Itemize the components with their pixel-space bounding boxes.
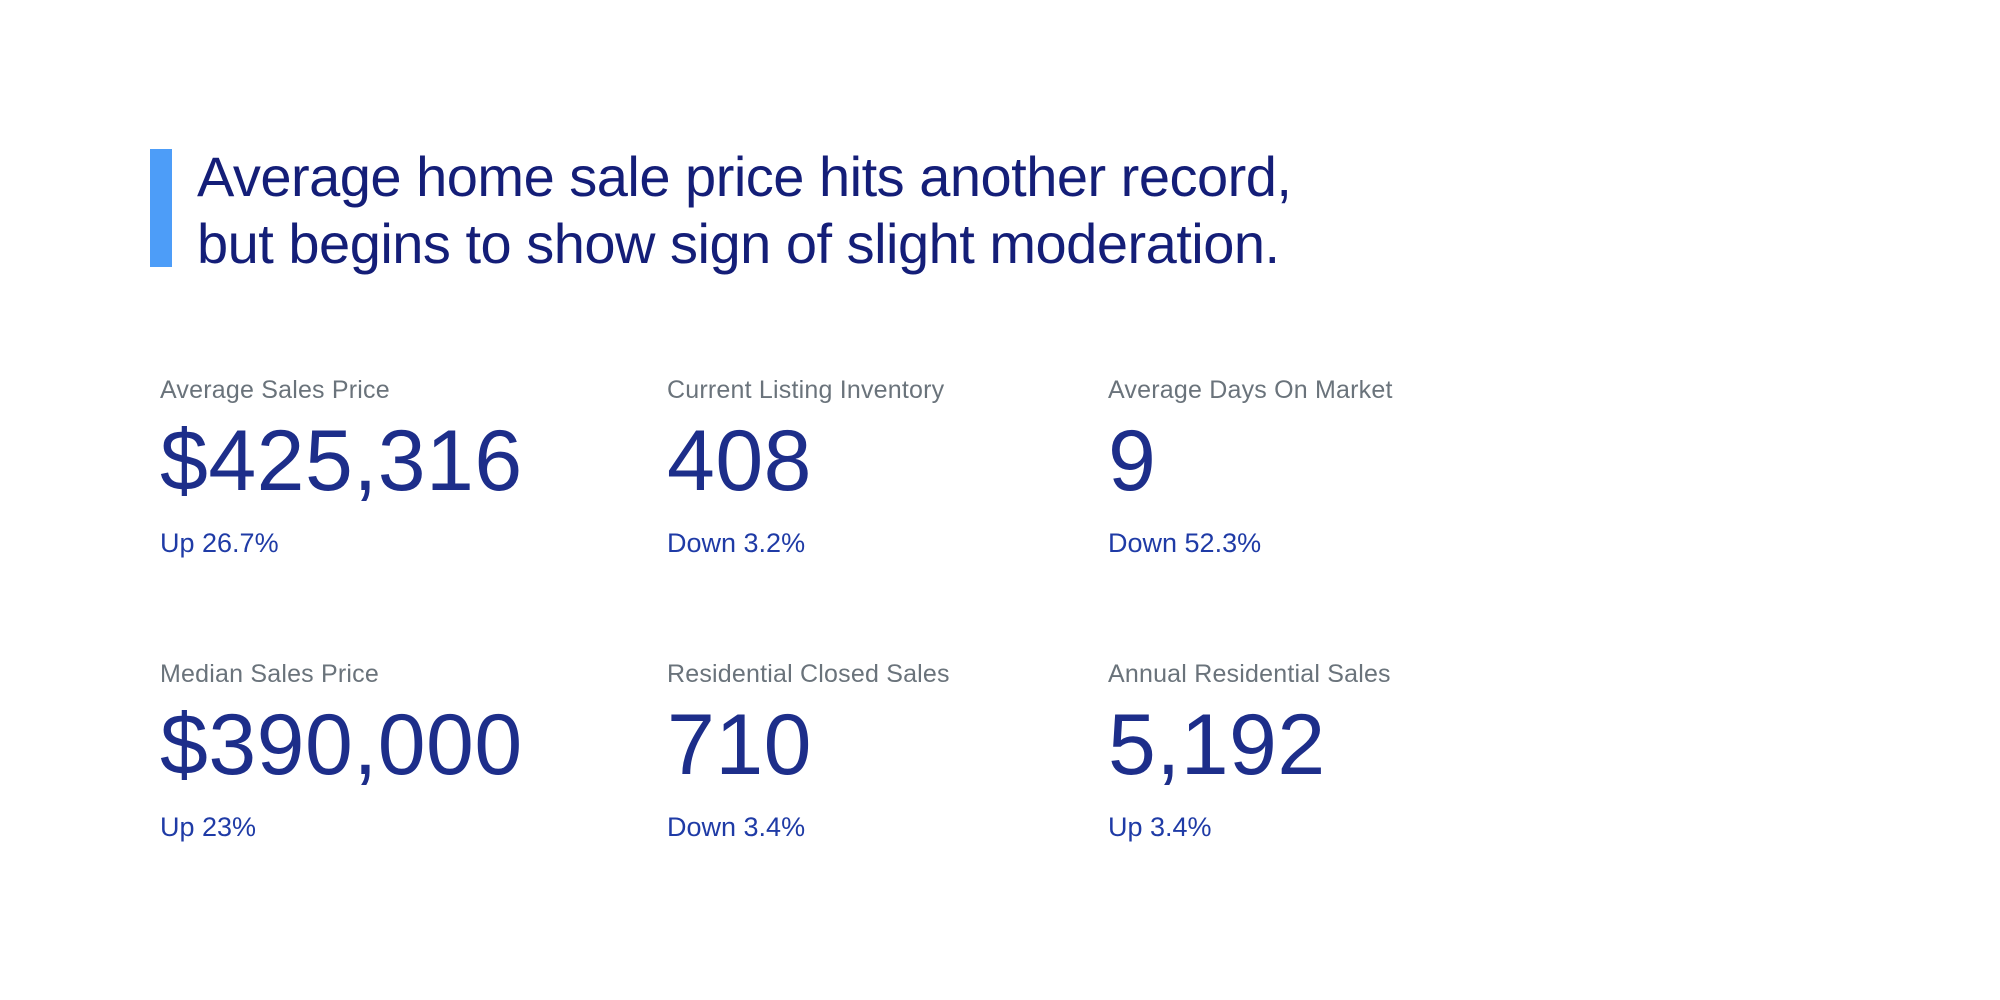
stats-grid: Average Sales Price $425,316 Up 26.7% Cu… — [160, 378, 1628, 841]
stat-change: Down 52.3% — [1108, 528, 1262, 558]
stat-value: 710 — [667, 697, 812, 793]
stat-change: Down 3.2% — [667, 528, 806, 558]
stat-label: Median Sales Price — [160, 660, 379, 688]
stat-value: 9 — [1108, 413, 1157, 509]
headline-line-2: but begins to show sign of slight modera… — [197, 212, 1280, 275]
stat-average-sales-price: Average Sales Price $425,316 Up 26.7% — [160, 378, 667, 557]
headline-accent-bar — [150, 149, 172, 267]
stat-change: Up 3.4% — [1108, 812, 1212, 842]
stat-change: Up 26.7% — [160, 528, 279, 558]
stat-residential-closed-sales: Residential Closed Sales 710 Down 3.4% — [667, 662, 1108, 841]
stat-average-days-on-market: Average Days On Market 9 Down 52.3% — [1108, 378, 1628, 557]
stat-change: Down 3.4% — [667, 812, 806, 842]
stat-current-listing-inventory: Current Listing Inventory 408 Down 3.2% — [667, 378, 1108, 557]
page-title: Average home sale price hits another rec… — [197, 143, 1292, 277]
stat-label: Residential Closed Sales — [667, 660, 950, 688]
stat-value: 408 — [667, 413, 812, 509]
stat-annual-residential-sales: Annual Residential Sales 5,192 Up 3.4% — [1108, 662, 1628, 841]
stat-value: $425,316 — [160, 413, 523, 509]
headline-line-1: Average home sale price hits another rec… — [197, 145, 1292, 208]
stat-label: Average Days On Market — [1108, 376, 1393, 404]
stat-change: Up 23% — [160, 812, 257, 842]
stat-median-sales-price: Median Sales Price $390,000 Up 23% — [160, 662, 667, 841]
stat-value: $390,000 — [160, 697, 523, 793]
stat-label: Average Sales Price — [160, 376, 390, 404]
headline: Average home sale price hits another rec… — [150, 143, 1292, 277]
stat-value: 5,192 — [1108, 697, 1326, 793]
stat-label: Current Listing Inventory — [667, 376, 945, 404]
stat-label: Annual Residential Sales — [1108, 660, 1391, 688]
